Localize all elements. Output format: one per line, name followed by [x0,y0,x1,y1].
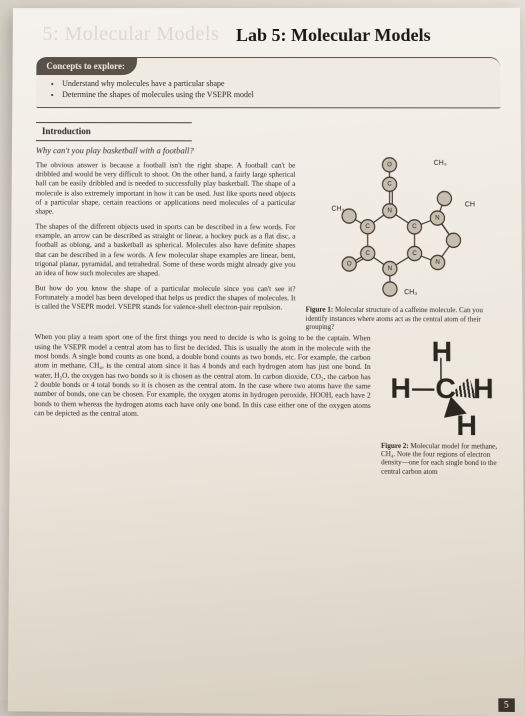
svg-text:C: C [388,180,393,187]
figure2-column: H │ H—CH H Figure 2: Molecular model for… [381,334,503,477]
svg-text:O: O [387,161,392,168]
main-columns: Introduction Why can't you play basketba… [35,122,502,332]
svg-text:CH₃: CH₃ [404,289,417,296]
text-column: Introduction Why can't you play basketba… [35,122,296,331]
figure1-caption: Figure 1: Molecular structure of a caffe… [306,306,502,332]
lower-section: When you play a team sport one of the fi… [34,332,503,477]
paragraph: The shapes of the different objects used… [35,221,296,278]
paragraph: But how do you know the shape of a parti… [35,283,296,312]
svg-text:O: O [347,260,352,267]
intro-question: Why can't you play basketball with a foo… [36,145,296,156]
svg-text:C: C [413,250,418,257]
svg-text:N: N [388,207,392,214]
figure2-caption: Figure 2: Molecular model for methane, C… [381,441,503,476]
svg-text:N: N [435,214,440,221]
introduction-heading: Introduction [36,122,191,142]
concepts-box: Concepts to explore: Understand why mole… [36,57,500,109]
svg-text:C: C [366,223,371,230]
svg-text:CH₃: CH₃ [434,160,447,167]
concepts-item: Understand why molecules have a particul… [62,79,500,89]
svg-text:N: N [436,259,441,266]
figure-column: O C N C C N C C O N N CH₃ CH CH₃ CH₃ [305,122,502,332]
page-number: 5 [498,698,515,712]
svg-text:CH: CH [465,201,475,208]
paragraph: The obvious answer is because a football… [35,160,295,217]
methane-model: H │ H—CH H [381,340,503,438]
paragraph: When you play a team sport one of the fi… [34,332,371,419]
concepts-list: Understand why molecules have a particul… [62,79,500,100]
caffeine-structure: O C N C C N C C O N N CH₃ CH CH₃ CH₃ [305,122,501,300]
concepts-header: Concepts to explore: [36,58,137,75]
header-watermark: 5: Molecular Models [43,22,220,47]
lab-title: Lab 5: Molecular Models [236,24,500,47]
svg-text:CH₃: CH₃ [332,205,345,212]
svg-text:N: N [388,265,393,272]
concepts-item: Determine the shapes of molecules using … [62,90,500,100]
svg-text:C: C [366,250,371,257]
svg-text:C: C [412,223,417,230]
lower-text: When you play a team sport one of the fi… [34,332,371,476]
lab-page: 5: Molecular Models Lab 5: Molecular Mod… [8,8,525,716]
